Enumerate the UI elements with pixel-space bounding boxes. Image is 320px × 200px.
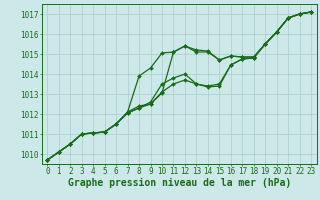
X-axis label: Graphe pression niveau de la mer (hPa): Graphe pression niveau de la mer (hPa) [68, 178, 291, 188]
